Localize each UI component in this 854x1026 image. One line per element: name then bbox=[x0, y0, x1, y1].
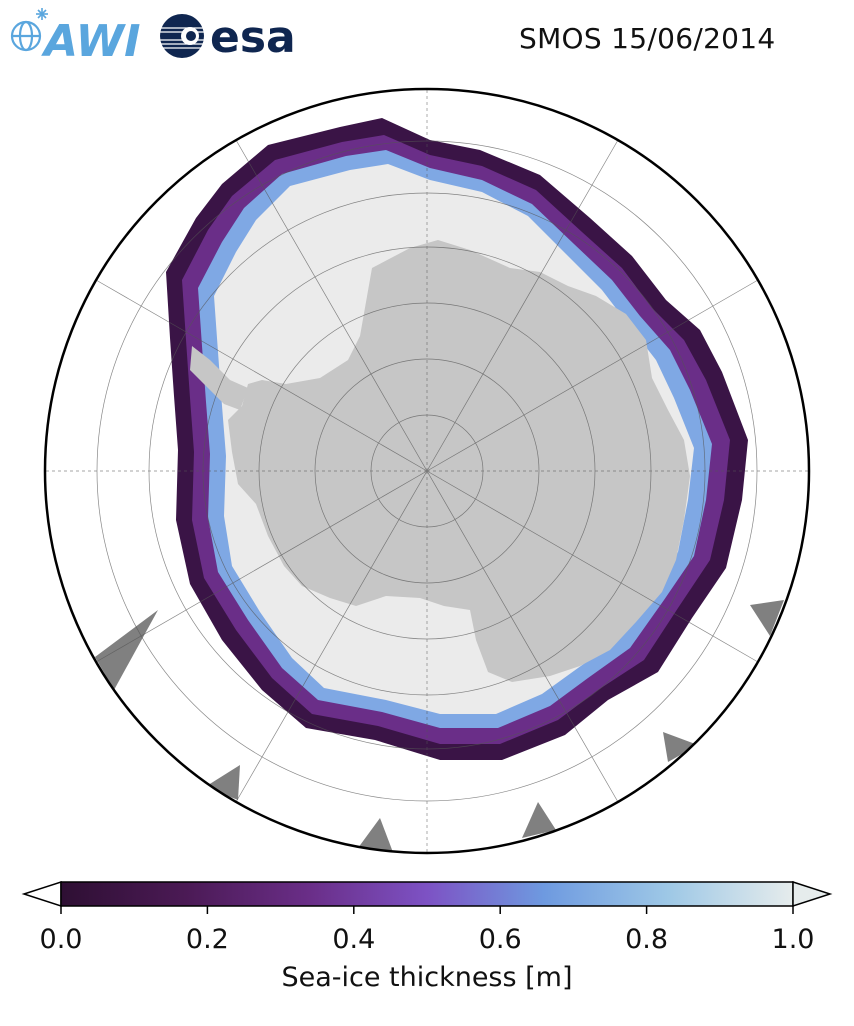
colorbar-tick-label: 0.0 bbox=[39, 924, 83, 955]
awi-wordmark: AWI bbox=[41, 16, 141, 62]
esa-wordmark: esa bbox=[210, 12, 296, 63]
colorbar-ticks bbox=[60, 906, 794, 914]
colorbar bbox=[21, 880, 833, 914]
colorbar-tick-label: 0.6 bbox=[478, 924, 522, 955]
colorbar-tick-label: 0.2 bbox=[185, 924, 229, 955]
colorbar-extend-min bbox=[21, 880, 62, 908]
colorbar-label: Sea-ice thickness [m] bbox=[281, 962, 573, 993]
esa-emblem-icon bbox=[160, 14, 204, 58]
graticule bbox=[45, 89, 809, 853]
colorbar-tick-label: 0.8 bbox=[625, 924, 669, 955]
awi-logo: AWI bbox=[10, 8, 141, 62]
missing-data-wedges bbox=[95, 600, 784, 853]
colorbar-extend-max bbox=[792, 880, 833, 908]
awi-star-icon bbox=[36, 8, 48, 20]
map-panel bbox=[43, 87, 811, 855]
awi-globe-icon bbox=[10, 20, 42, 52]
esa-logo: esa bbox=[160, 12, 296, 63]
colorbar-tick-label: 0.4 bbox=[332, 924, 376, 955]
antarctic-peninsula bbox=[190, 346, 248, 410]
colorbar-gradient bbox=[60, 881, 794, 907]
map-title: SMOS 15/06/2014 bbox=[519, 22, 776, 55]
colorbar-tick-label: 1.0 bbox=[771, 924, 815, 955]
map-boundary bbox=[43, 87, 811, 855]
antarctica-land bbox=[228, 240, 690, 682]
